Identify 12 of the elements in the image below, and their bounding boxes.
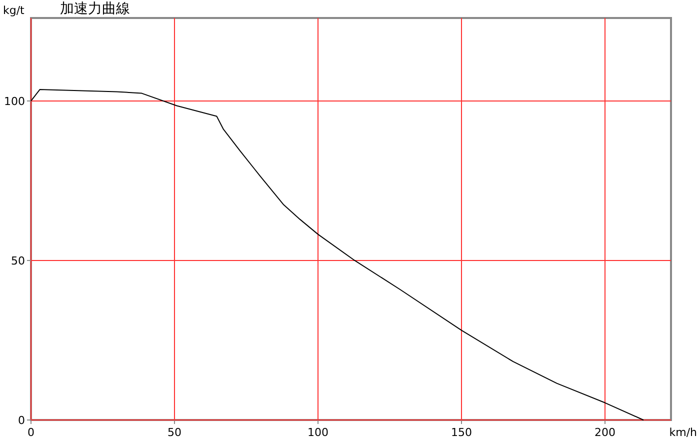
y-axis-title: kg/t [3,4,26,17]
y-tick-label: 50 [11,254,25,268]
x-tick-label: 100 [307,426,328,439]
x-tick-label: 50 [168,426,182,439]
y-tick-label: 100 [4,94,25,108]
x-tick-label: 0 [28,426,34,439]
x-axis-title: km/h [669,426,698,439]
line-series [30,88,644,420]
y-tick-label: 0 [18,414,25,427]
chart-title: 加速力曲線 [60,1,130,17]
x-tick-label: 150 [450,426,472,439]
x-tick-label: 200 [594,426,616,439]
